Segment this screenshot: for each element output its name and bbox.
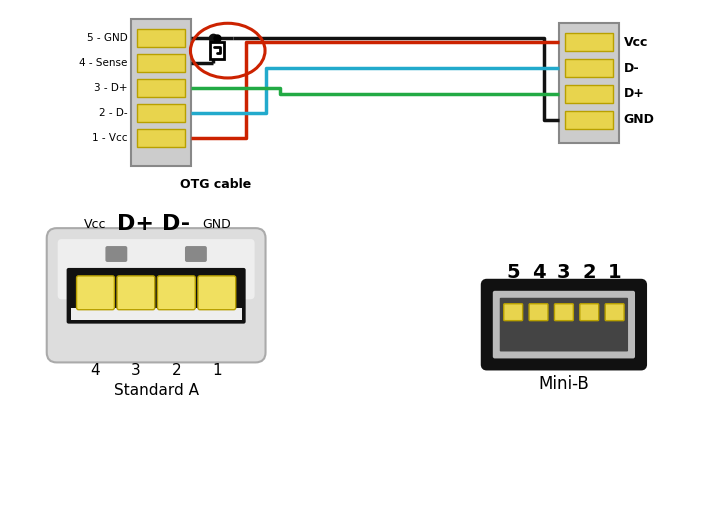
Text: 3: 3 [557,263,571,283]
FancyBboxPatch shape [579,304,598,320]
Text: 5 - GND: 5 - GND [87,33,127,43]
Text: D-: D- [624,61,639,75]
Text: Vcc: Vcc [84,218,107,230]
Text: 1: 1 [608,263,622,283]
FancyBboxPatch shape [605,304,624,320]
Text: Vcc: Vcc [624,36,648,49]
FancyBboxPatch shape [47,228,266,362]
Text: 3: 3 [131,363,141,378]
FancyBboxPatch shape [106,246,127,262]
FancyBboxPatch shape [71,308,242,320]
FancyBboxPatch shape [483,281,645,368]
Text: GND: GND [202,218,232,230]
FancyBboxPatch shape [565,33,613,51]
FancyBboxPatch shape [138,129,185,147]
Text: 2: 2 [582,263,596,283]
FancyBboxPatch shape [58,239,255,299]
Text: D+: D+ [117,214,154,234]
FancyBboxPatch shape [499,298,628,352]
Text: Standard A: Standard A [114,383,199,398]
FancyBboxPatch shape [565,59,613,77]
Text: 3 - D+: 3 - D+ [94,83,127,93]
FancyBboxPatch shape [138,104,185,122]
FancyBboxPatch shape [138,79,185,97]
FancyBboxPatch shape [565,85,613,103]
Text: OTG cable: OTG cable [181,178,251,192]
Text: 2: 2 [172,363,181,378]
FancyBboxPatch shape [131,19,191,167]
Text: 2 - D-: 2 - D- [99,108,127,118]
Text: D-: D- [162,214,191,234]
FancyBboxPatch shape [559,24,619,143]
FancyBboxPatch shape [157,276,195,310]
Text: Mini-B: Mini-B [539,375,589,393]
FancyBboxPatch shape [493,291,635,358]
FancyBboxPatch shape [138,54,185,72]
FancyBboxPatch shape [138,29,185,47]
FancyBboxPatch shape [529,304,548,320]
FancyBboxPatch shape [504,304,523,320]
Text: GND: GND [624,113,654,126]
Text: D+: D+ [624,87,644,100]
FancyBboxPatch shape [198,276,236,310]
FancyBboxPatch shape [565,111,613,129]
Text: 4: 4 [531,263,545,283]
Bar [210,42,223,59]
Text: 4: 4 [91,363,100,378]
Text: 4 - Sense: 4 - Sense [79,58,127,68]
Text: 1 - Vcc: 1 - Vcc [92,133,127,143]
Text: 5: 5 [507,263,520,283]
FancyBboxPatch shape [76,276,114,310]
FancyBboxPatch shape [555,304,574,320]
Text: 1: 1 [212,363,221,378]
FancyBboxPatch shape [67,268,245,323]
FancyBboxPatch shape [185,246,207,262]
FancyBboxPatch shape [117,276,155,310]
